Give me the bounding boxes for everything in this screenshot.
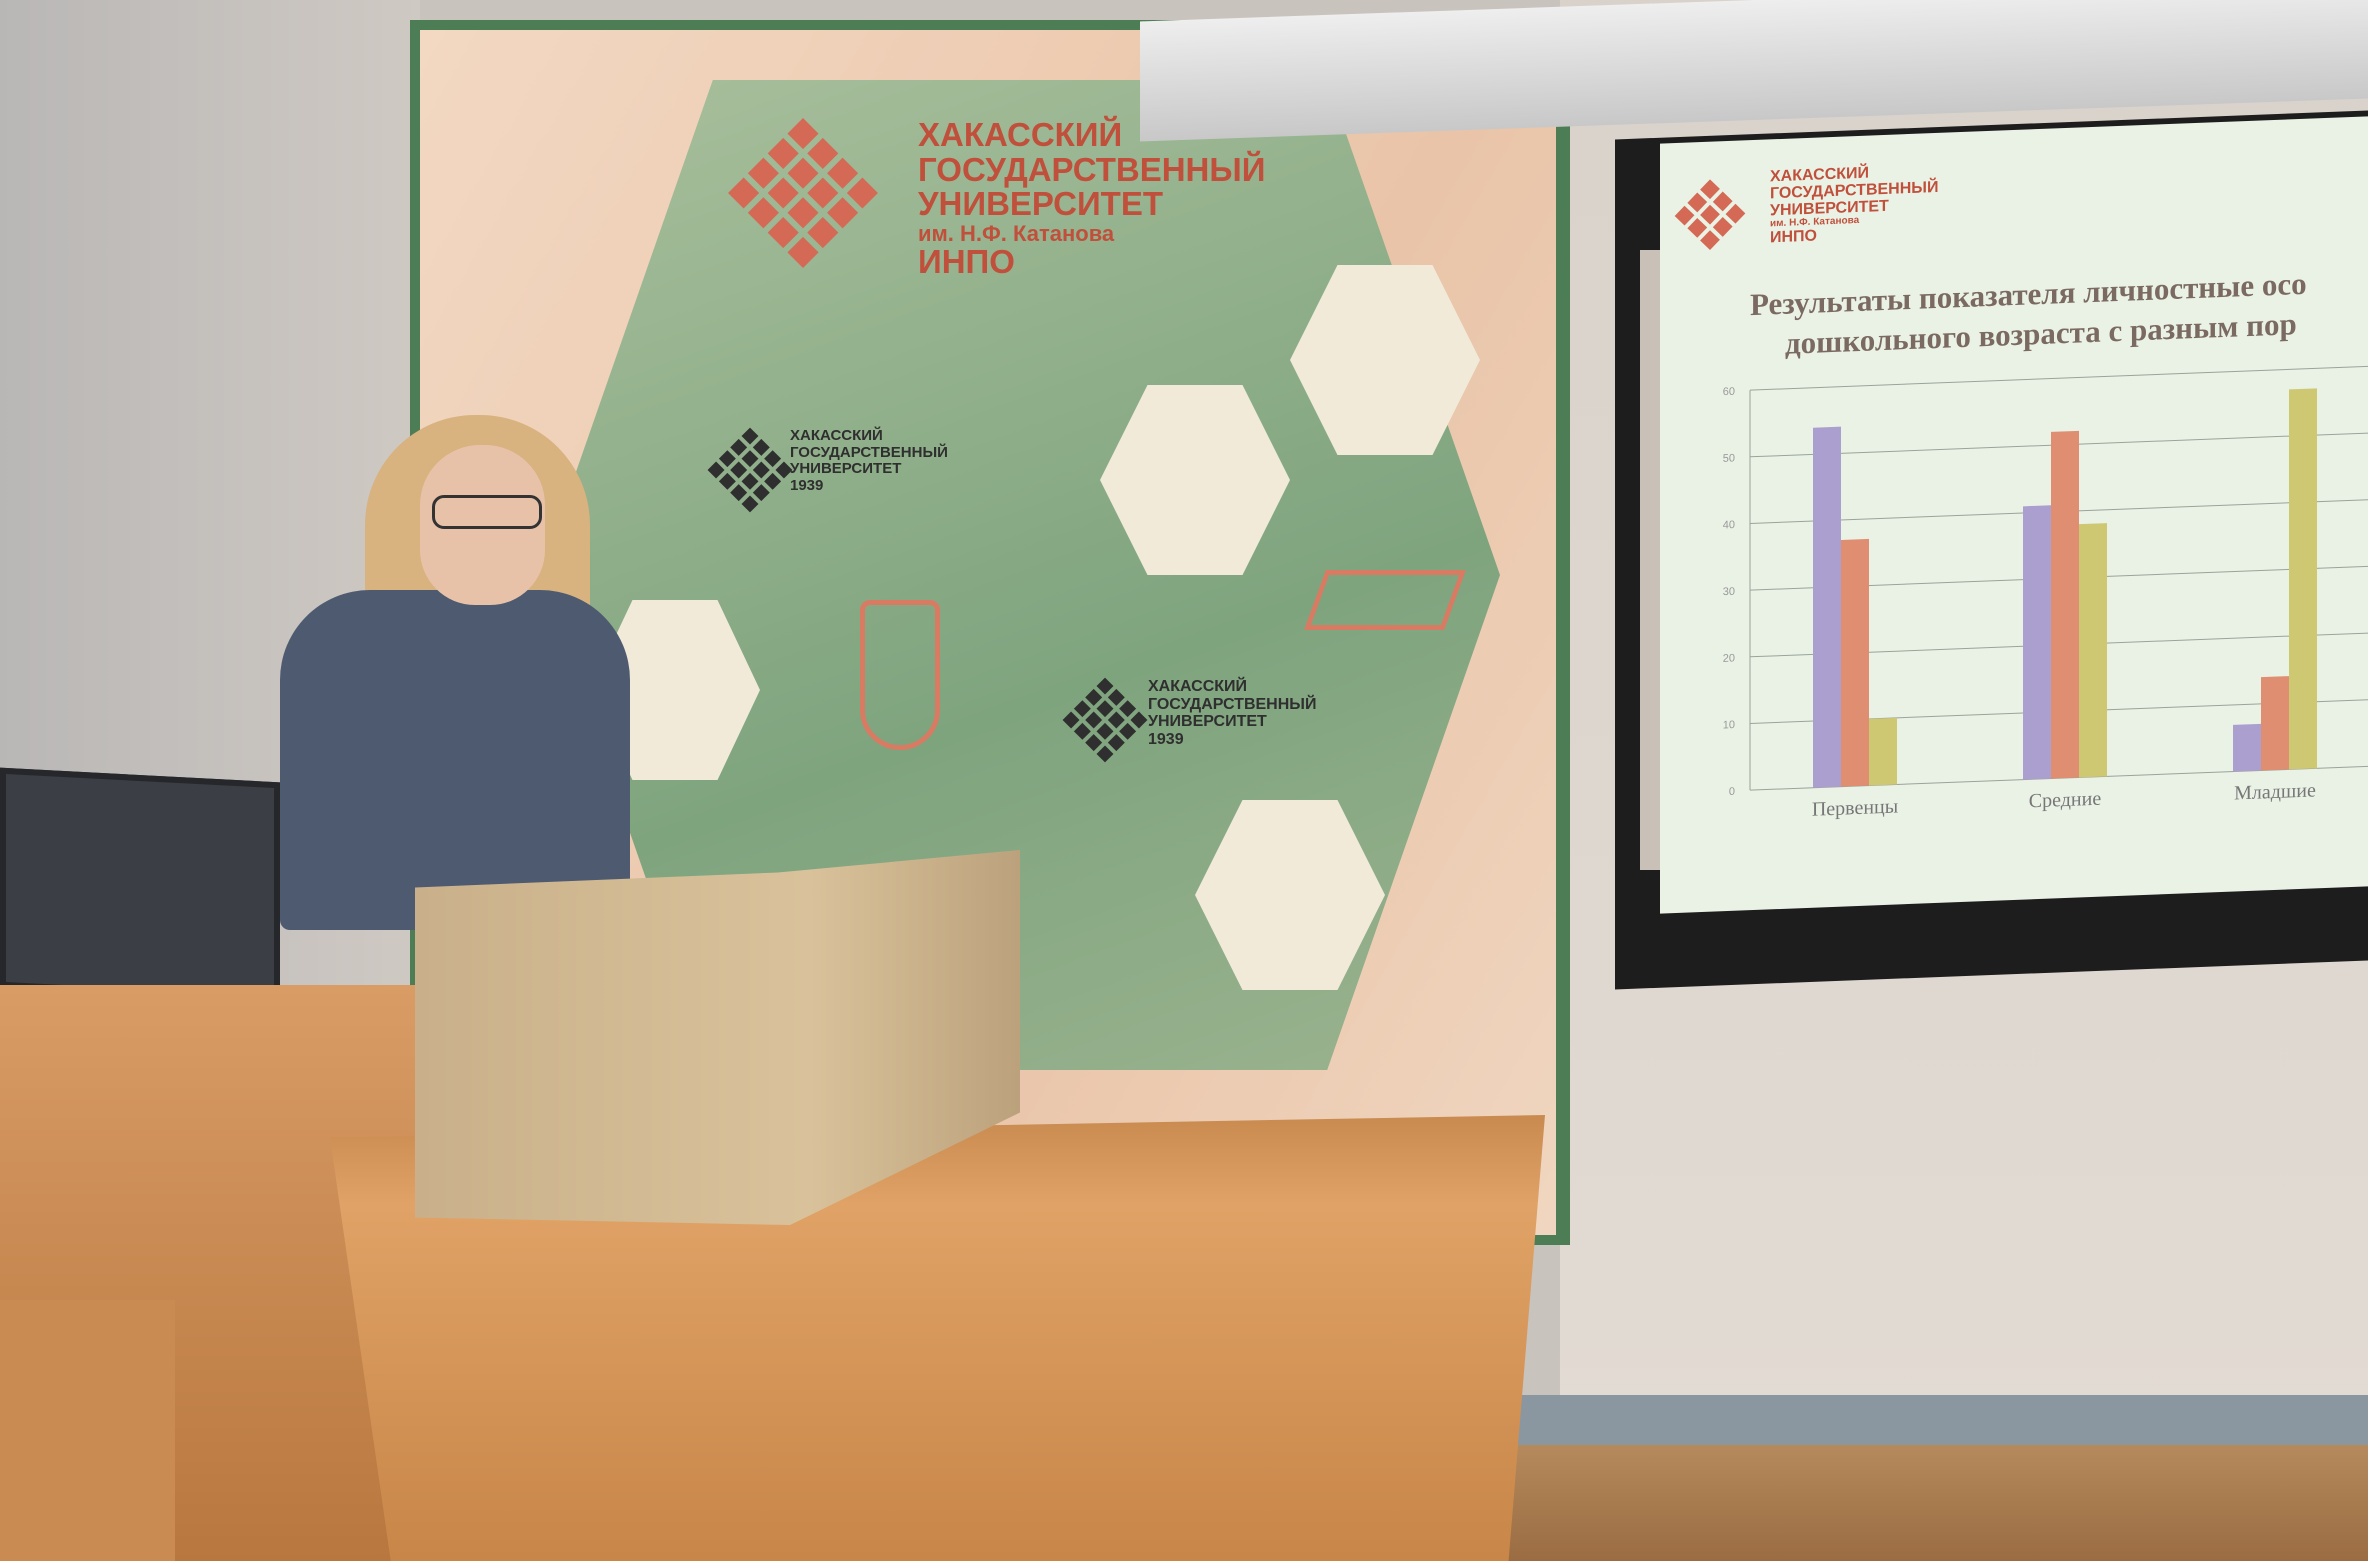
- bar: [2079, 523, 2107, 778]
- y-tick-label: 40: [1723, 519, 1735, 531]
- text: УНИВЕРСИТЕТ: [790, 460, 902, 477]
- logo-mark-icon: [707, 427, 793, 513]
- bar: [1841, 538, 1869, 787]
- flask-icon: [860, 600, 940, 750]
- y-tick-label: 20: [1723, 652, 1735, 664]
- uni-line4: им. Н.Ф. Катанова: [918, 220, 1115, 246]
- bar: [2051, 430, 2079, 779]
- student-desk: [0, 1300, 175, 1561]
- x-tick-label: Первенцы: [1812, 795, 1898, 820]
- y-tick-label: 10: [1723, 719, 1735, 731]
- y-tick-label: 60: [1723, 386, 1735, 398]
- bar: [1813, 426, 1841, 788]
- bar: [2289, 388, 2317, 770]
- logo-mark-icon: [1674, 179, 1746, 251]
- small-logo-2-text: ХАКАССКИЙ ГОСУДАРСТВЕННЫЙ УНИВЕРСИТЕТ 19…: [1148, 678, 1316, 748]
- glasses-icon: [432, 495, 542, 529]
- bar: [2233, 723, 2261, 772]
- year: 1939: [790, 476, 824, 494]
- text: УНИВЕРСИТЕТ: [1148, 713, 1267, 731]
- laptop[interactable]: [0, 767, 280, 1003]
- text: ХАКАССКИЙ: [790, 427, 883, 444]
- text: ХАКАССКИЙ: [1148, 678, 1248, 695]
- institute-name: ИНПО: [918, 243, 1015, 281]
- small-logo-1-text: ХАКАССКИЙ ГОСУДАРСТВЕННЫЙ УНИВЕРСИТЕТ 19…: [790, 427, 948, 494]
- small-logo-1: [707, 427, 793, 513]
- baseboard: [1500, 1395, 2368, 1445]
- text: ГОСУДАРСТВЕННЫЙ: [790, 443, 948, 461]
- graduation-cap-icon: [1304, 570, 1466, 630]
- slide-logo: ХАКАССКИЙ ГОСУДАРСТВЕННЫЙ УНИВЕРСИТЕТ им…: [1674, 163, 1938, 251]
- x-tick-label: Средние: [2029, 788, 2102, 813]
- y-tick-label: 50: [1723, 452, 1735, 464]
- bar: [1869, 717, 1897, 786]
- uni-line1: ХАКАССКИЙ: [918, 116, 1123, 153]
- university-name: ХАКАССКИЙ ГОСУДАРСТВЕННЫЙ УНИВЕРСИТЕТ им…: [918, 116, 1266, 281]
- y-tick-label: 0: [1729, 786, 1735, 798]
- bar: [2023, 505, 2051, 780]
- logo-mark-icon: [728, 118, 878, 268]
- gridline: [1750, 365, 2368, 391]
- university-logo: [728, 118, 878, 268]
- year: 1939: [1148, 730, 1184, 748]
- uni-line2: ГОСУДАРСТВЕННЫЙ: [918, 150, 1266, 188]
- small-logo-2: [1062, 677, 1148, 763]
- logo-mark-icon: [1062, 677, 1148, 763]
- bar-chart: 0 10 20 30 40 50 60 Первенцы Средние Младшие: [1723, 365, 2368, 821]
- bar: [2261, 676, 2289, 771]
- text: ГОСУДАРСТВЕННЫЙ: [1148, 695, 1317, 713]
- projected-slide: ХАКАССКИЙ ГОСУДАРСТВЕННЫЙ УНИВЕРСИТЕТ им…: [1660, 116, 2368, 914]
- presenter-body: [280, 590, 630, 930]
- floor: [1500, 1445, 2368, 1561]
- uni-line3: УНИВЕРСИТЕТ: [918, 185, 1163, 223]
- x-tick-label: Младшие: [2234, 779, 2316, 804]
- y-tick-label: 30: [1723, 586, 1735, 598]
